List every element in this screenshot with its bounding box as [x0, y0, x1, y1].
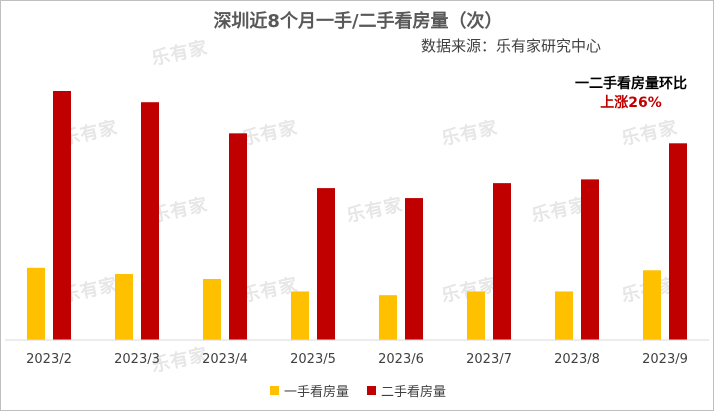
- legend-item-second-hand: 二手看房量: [367, 381, 446, 400]
- bar-new-home: [467, 291, 485, 340]
- bar-new-home: [27, 267, 45, 340]
- bar-new-home: [291, 291, 309, 340]
- bar-second-hand: [317, 188, 335, 340]
- x-tick-label: 2023/9: [642, 352, 688, 367]
- chart-title: 深圳近8个月一手/二手看房量（次）: [213, 11, 503, 32]
- bar-second-hand: [141, 102, 159, 340]
- legend-label-second-hand: 二手看房量: [381, 385, 447, 400]
- mom-annotation-title: 一二手看房量环比: [575, 76, 687, 92]
- legend-swatch-second-hand: [367, 386, 376, 395]
- bar-second-hand: [669, 143, 687, 340]
- x-tick-label: 2023/4: [202, 352, 248, 367]
- bar-new-home: [203, 278, 221, 340]
- x-tick-label: 2023/7: [466, 352, 512, 367]
- x-tick-label: 2023/8: [554, 352, 600, 367]
- bar-new-home: [379, 295, 397, 340]
- x-tick-label: 2023/3: [114, 352, 160, 367]
- mom-annotation: 一二手看房量环比 上涨26%: [561, 75, 701, 113]
- mom-annotation-value: 上涨26%: [600, 95, 662, 111]
- bar-second-hand: [581, 179, 599, 340]
- bar-second-hand: [405, 198, 423, 340]
- bar-second-hand: [493, 183, 511, 340]
- legend-item-new-home: 一手看房量: [269, 381, 349, 400]
- x-tick-label: 2023/2: [26, 352, 72, 367]
- bar-new-home: [643, 270, 661, 340]
- x-tick-label: 2023/6: [378, 352, 424, 367]
- data-source: 数据来源：乐有家研究中心: [420, 37, 601, 55]
- legend: 一手看房量 二手看房量: [1, 381, 714, 400]
- bar-second-hand: [229, 133, 247, 340]
- bar-new-home: [555, 291, 573, 340]
- legend-swatch-new-home: [269, 386, 279, 395]
- bar-second-hand: [53, 91, 71, 340]
- legend-label-new-home: 一手看房量: [283, 385, 349, 400]
- x-tick-label: 2023/5: [290, 352, 336, 367]
- bar-new-home: [115, 274, 133, 340]
